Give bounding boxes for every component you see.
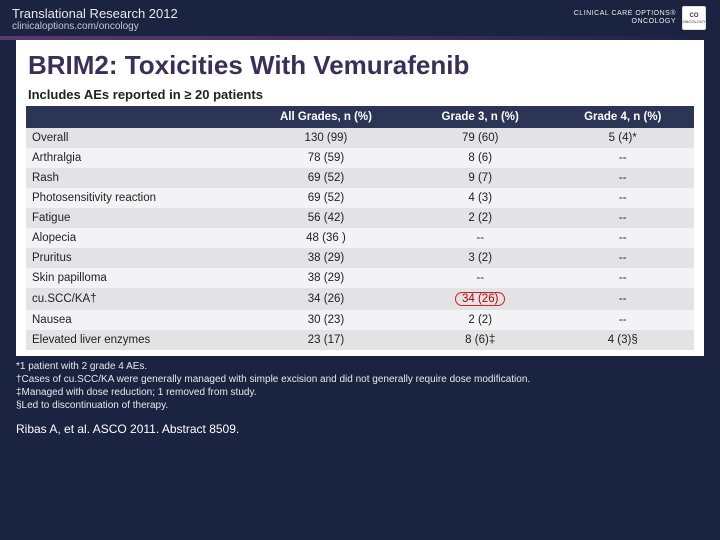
cell-allgrades: 48 (36 ): [243, 228, 409, 248]
brand-block: CLINICAL CARE OPTIONS® ONCOLOGY CO ONCOL…: [574, 6, 706, 30]
cell-grade3: 4 (3): [409, 188, 552, 208]
cell-grade4: --: [551, 148, 694, 168]
table-row: Nausea30 (23)2 (2)--: [26, 310, 694, 330]
brand-text: CLINICAL CARE OPTIONS® ONCOLOGY: [574, 10, 676, 26]
citation: Ribas A, et al. ASCO 2011. Abstract 8509…: [16, 422, 704, 436]
cell-grade3: 3 (2): [409, 248, 552, 268]
footnotes: *1 patient with 2 grade 4 AEs. †Cases of…: [16, 360, 704, 412]
row-label: cu.SCC/KA†: [26, 288, 243, 310]
table-row: Pruritus38 (29)3 (2)--: [26, 248, 694, 268]
cell-grade3: 34 (26): [409, 288, 552, 310]
th-grade3: Grade 3, n (%): [409, 106, 552, 128]
footnote-3: ‡Managed with dose reduction; 1 removed …: [16, 386, 704, 399]
cell-grade3: --: [409, 228, 552, 248]
table-row: cu.SCC/KA†34 (26)34 (26)--: [26, 288, 694, 310]
cell-grade4: --: [551, 228, 694, 248]
brand-line2: ONCOLOGY: [574, 18, 676, 26]
cell-grade3: 9 (7): [409, 168, 552, 188]
cell-grade4: --: [551, 288, 694, 310]
highlight-pill: 34 (26): [455, 292, 505, 306]
cell-allgrades: 130 (99): [243, 128, 409, 148]
brand-line1: CLINICAL CARE OPTIONS®: [574, 10, 676, 18]
cell-allgrades: 69 (52): [243, 168, 409, 188]
cell-grade3: --: [409, 268, 552, 288]
cell-grade4: 4 (3)§: [551, 330, 694, 350]
cell-grade4: 5 (4)*: [551, 128, 694, 148]
cell-grade3: 79 (60): [409, 128, 552, 148]
cell-grade4: --: [551, 248, 694, 268]
row-label: Fatigue: [26, 208, 243, 228]
th-allgrades: All Grades, n (%): [243, 106, 409, 128]
cell-grade4: --: [551, 188, 694, 208]
cell-allgrades: 69 (52): [243, 188, 409, 208]
cell-allgrades: 38 (29): [243, 248, 409, 268]
th-blank: [26, 106, 243, 128]
table-header-row: All Grades, n (%) Grade 3, n (%) Grade 4…: [26, 106, 694, 128]
footnote-4: §Led to discontinuation of therapy.: [16, 399, 704, 412]
cell-grade4: --: [551, 268, 694, 288]
toxicity-table: All Grades, n (%) Grade 3, n (%) Grade 4…: [26, 106, 694, 350]
cell-grade3: 2 (2): [409, 310, 552, 330]
cell-grade3: 2 (2): [409, 208, 552, 228]
cell-grade3: 8 (6)‡: [409, 330, 552, 350]
row-label: Rash: [26, 168, 243, 188]
row-label: Overall: [26, 128, 243, 148]
row-label: Alopecia: [26, 228, 243, 248]
row-label: Arthralgia: [26, 148, 243, 168]
slide-subtitle: Includes AEs reported in ≥ 20 patients: [26, 87, 694, 102]
row-label: Nausea: [26, 310, 243, 330]
cell-grade3: 8 (6): [409, 148, 552, 168]
table-row: Arthralgia78 (59)8 (6)--: [26, 148, 694, 168]
table-row: Overall130 (99)79 (60)5 (4)*: [26, 128, 694, 148]
row-label: Pruritus: [26, 248, 243, 268]
row-label: Photosensitivity reaction: [26, 188, 243, 208]
cell-grade4: --: [551, 168, 694, 188]
brand-badge-bottom: ONCOLOGY: [682, 19, 705, 24]
table-row: Alopecia48 (36 )----: [26, 228, 694, 248]
table-row: Photosensitivity reaction69 (52)4 (3)--: [26, 188, 694, 208]
table-body: Overall130 (99)79 (60)5 (4)*Arthralgia78…: [26, 128, 694, 350]
header-bar: Translational Research 2012 clinicalopti…: [0, 0, 720, 36]
table-row: Elevated liver enzymes23 (17)8 (6)‡4 (3)…: [26, 330, 694, 350]
cell-allgrades: 34 (26): [243, 288, 409, 310]
table-row: Fatigue56 (42)2 (2)--: [26, 208, 694, 228]
content-box: BRIM2: Toxicities With Vemurafenib Inclu…: [16, 40, 704, 356]
cell-grade4: --: [551, 310, 694, 330]
brand-badge-icon: CO ONCOLOGY: [682, 6, 706, 30]
cell-allgrades: 56 (42): [243, 208, 409, 228]
cell-allgrades: 23 (17): [243, 330, 409, 350]
cell-grade4: --: [551, 208, 694, 228]
cell-allgrades: 38 (29): [243, 268, 409, 288]
cell-allgrades: 30 (23): [243, 310, 409, 330]
table-row: Rash69 (52)9 (7)--: [26, 168, 694, 188]
table-row: Skin papilloma38 (29)----: [26, 268, 694, 288]
cell-allgrades: 78 (59): [243, 148, 409, 168]
footnote-2: †Cases of cu.SCC/KA were generally manag…: [16, 373, 704, 386]
row-label: Skin papilloma: [26, 268, 243, 288]
footnote-1: *1 patient with 2 grade 4 AEs.: [16, 360, 704, 373]
slide-title: BRIM2: Toxicities With Vemurafenib: [26, 50, 694, 81]
row-label: Elevated liver enzymes: [26, 330, 243, 350]
th-grade4: Grade 4, n (%): [551, 106, 694, 128]
